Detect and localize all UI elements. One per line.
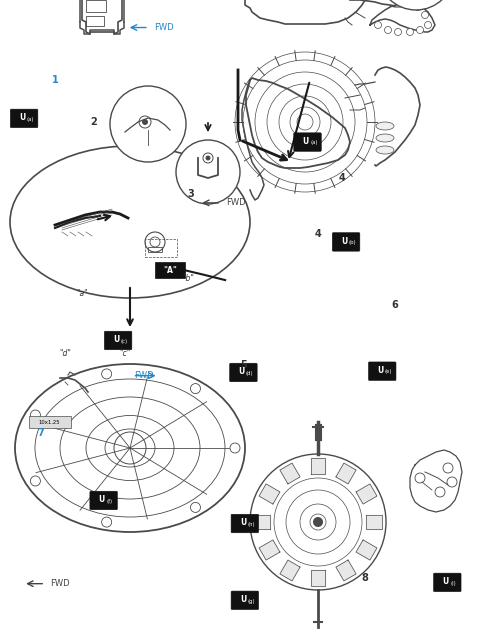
Circle shape bbox=[250, 454, 386, 590]
Text: (i): (i) bbox=[451, 580, 456, 586]
Text: FWD: FWD bbox=[134, 371, 154, 380]
Circle shape bbox=[378, 0, 454, 10]
Polygon shape bbox=[311, 570, 325, 586]
Circle shape bbox=[415, 3, 421, 10]
Bar bbox=[86, 0, 106, 12]
Text: (c): (c) bbox=[121, 339, 128, 344]
Circle shape bbox=[421, 12, 428, 19]
Text: FWD: FWD bbox=[154, 23, 174, 32]
Text: 1: 1 bbox=[52, 75, 59, 85]
Polygon shape bbox=[336, 560, 356, 581]
FancyBboxPatch shape bbox=[229, 364, 257, 381]
Bar bbox=[86, 16, 104, 26]
Polygon shape bbox=[336, 463, 356, 484]
Circle shape bbox=[447, 477, 457, 487]
Text: "a": "a" bbox=[76, 289, 88, 298]
Text: (e): (e) bbox=[385, 369, 392, 374]
Ellipse shape bbox=[10, 146, 250, 298]
Circle shape bbox=[385, 26, 391, 33]
Text: 7: 7 bbox=[38, 428, 44, 438]
Circle shape bbox=[110, 86, 186, 162]
Circle shape bbox=[102, 517, 112, 527]
Circle shape bbox=[102, 369, 112, 379]
Text: (d): (d) bbox=[246, 371, 254, 376]
FancyBboxPatch shape bbox=[332, 233, 360, 251]
Polygon shape bbox=[356, 540, 377, 560]
Ellipse shape bbox=[15, 364, 245, 532]
Text: U: U bbox=[239, 367, 245, 376]
FancyBboxPatch shape bbox=[231, 591, 259, 609]
Text: U: U bbox=[442, 577, 449, 586]
Text: 3: 3 bbox=[187, 189, 194, 199]
Text: (a): (a) bbox=[27, 116, 34, 122]
Circle shape bbox=[190, 502, 201, 513]
Polygon shape bbox=[254, 515, 270, 529]
FancyBboxPatch shape bbox=[433, 573, 461, 591]
Text: 4: 4 bbox=[315, 228, 321, 239]
FancyBboxPatch shape bbox=[294, 133, 321, 151]
FancyBboxPatch shape bbox=[104, 332, 132, 349]
Polygon shape bbox=[356, 484, 377, 504]
Text: 6: 6 bbox=[392, 300, 399, 310]
Text: 8: 8 bbox=[362, 573, 368, 583]
Circle shape bbox=[443, 463, 453, 473]
Circle shape bbox=[375, 22, 381, 29]
Circle shape bbox=[30, 410, 40, 420]
Circle shape bbox=[435, 487, 445, 497]
Circle shape bbox=[205, 156, 211, 161]
Polygon shape bbox=[280, 463, 300, 484]
Text: (a): (a) bbox=[310, 140, 318, 145]
Polygon shape bbox=[366, 515, 382, 529]
Text: U: U bbox=[377, 366, 384, 375]
Ellipse shape bbox=[376, 122, 394, 130]
Polygon shape bbox=[311, 458, 325, 474]
Circle shape bbox=[416, 26, 424, 33]
Text: "d": "d" bbox=[59, 349, 71, 358]
Text: FWD: FWD bbox=[50, 579, 70, 588]
Circle shape bbox=[176, 140, 240, 204]
Text: "c": "c" bbox=[120, 349, 131, 358]
Circle shape bbox=[415, 473, 425, 483]
Text: 5: 5 bbox=[240, 360, 247, 370]
Text: U: U bbox=[341, 237, 348, 246]
Text: U: U bbox=[19, 113, 26, 122]
Circle shape bbox=[190, 383, 201, 394]
Bar bbox=[145, 239, 177, 257]
FancyBboxPatch shape bbox=[155, 262, 185, 278]
Circle shape bbox=[394, 29, 402, 35]
Text: FWD: FWD bbox=[226, 198, 246, 207]
Text: U: U bbox=[113, 335, 120, 344]
Circle shape bbox=[425, 22, 431, 29]
FancyBboxPatch shape bbox=[28, 417, 71, 428]
Circle shape bbox=[30, 476, 40, 486]
Circle shape bbox=[406, 29, 414, 35]
Polygon shape bbox=[280, 560, 300, 581]
Ellipse shape bbox=[376, 134, 394, 142]
Polygon shape bbox=[259, 484, 280, 504]
Text: U: U bbox=[99, 495, 105, 504]
Text: 4: 4 bbox=[339, 173, 346, 183]
Text: "A": "A" bbox=[163, 266, 177, 275]
Text: (b): (b) bbox=[348, 240, 356, 245]
Text: U: U bbox=[240, 518, 246, 527]
FancyBboxPatch shape bbox=[231, 515, 259, 532]
Text: (f): (f) bbox=[107, 499, 113, 504]
Text: (h): (h) bbox=[247, 522, 255, 527]
Bar bbox=[148, 247, 162, 252]
Text: U: U bbox=[240, 595, 246, 604]
Circle shape bbox=[313, 517, 323, 527]
Circle shape bbox=[230, 443, 240, 453]
FancyBboxPatch shape bbox=[368, 362, 396, 380]
Circle shape bbox=[142, 119, 148, 125]
Text: (g): (g) bbox=[247, 598, 255, 604]
Text: "b": "b" bbox=[182, 274, 194, 283]
FancyBboxPatch shape bbox=[10, 109, 38, 127]
Ellipse shape bbox=[376, 146, 394, 154]
Text: U: U bbox=[303, 137, 309, 146]
Polygon shape bbox=[259, 540, 280, 560]
Text: 10x1.25: 10x1.25 bbox=[39, 420, 60, 425]
Text: 2: 2 bbox=[91, 116, 97, 127]
FancyBboxPatch shape bbox=[90, 492, 118, 509]
